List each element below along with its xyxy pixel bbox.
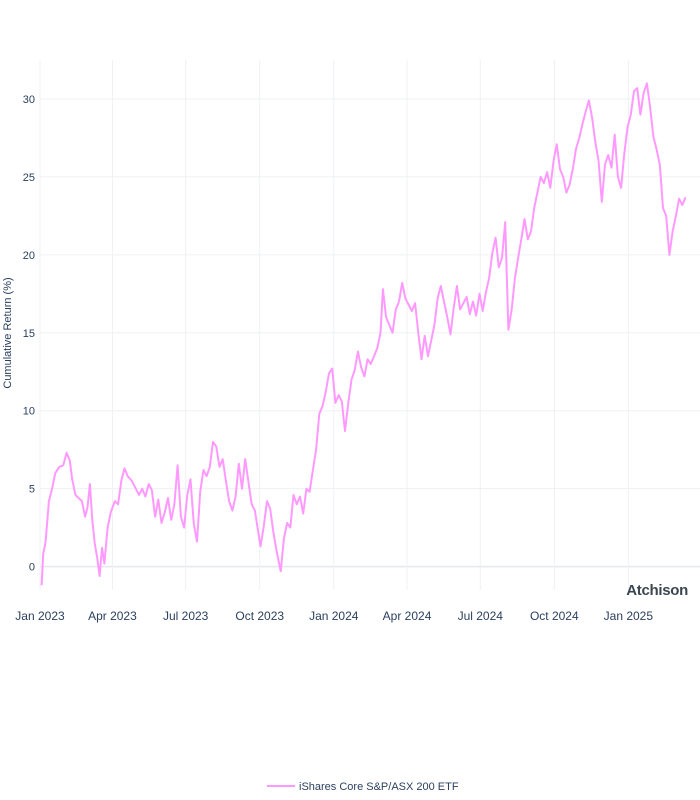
y-tick-label: 10	[23, 406, 35, 418]
y-tick-label: 5	[29, 484, 35, 496]
x-tick-label: Jan 2023	[15, 609, 65, 623]
y-tick-label: 20	[23, 250, 35, 262]
y-axis-title: Cumulative Return (%)	[2, 277, 14, 388]
x-tick-label: Apr 2024	[383, 609, 432, 623]
atchison-logo: Atchison	[626, 582, 688, 599]
legend[interactable]: iShares Core S&P/ASX 200 ETF	[267, 781, 459, 793]
x-tick-label: Oct 2024	[530, 609, 579, 623]
y-gridlines	[40, 98, 700, 568]
x-tick-label: Jul 2024	[458, 609, 504, 623]
y-tick-label: 30	[23, 94, 35, 106]
x-tick-label: Apr 2023	[88, 609, 137, 623]
series-layer	[40, 82, 687, 586]
y-tick-label: 15	[23, 328, 35, 340]
x-tick-label: Jan 2025	[604, 609, 654, 623]
x-tick-label: Jan 2024	[309, 609, 359, 623]
x-tick-label: Oct 2023	[235, 609, 284, 623]
x-axis-ticks: Jan 2023 Apr 2023 Jul 2023 Oct 2023 Jan 2024…	[15, 609, 653, 623]
y-tick-label: 25	[23, 172, 35, 184]
y-tick-label: 0	[29, 562, 35, 574]
series-line	[40, 82, 687, 586]
y-axis-ticks: 0 5 10 15 20 25 30	[23, 94, 35, 574]
legend-label[interactable]: iShares Core S&P/ASX 200 ETF	[299, 781, 459, 793]
x-tick-label: Jul 2023	[163, 609, 209, 623]
x-gridlines	[39, 60, 629, 590]
